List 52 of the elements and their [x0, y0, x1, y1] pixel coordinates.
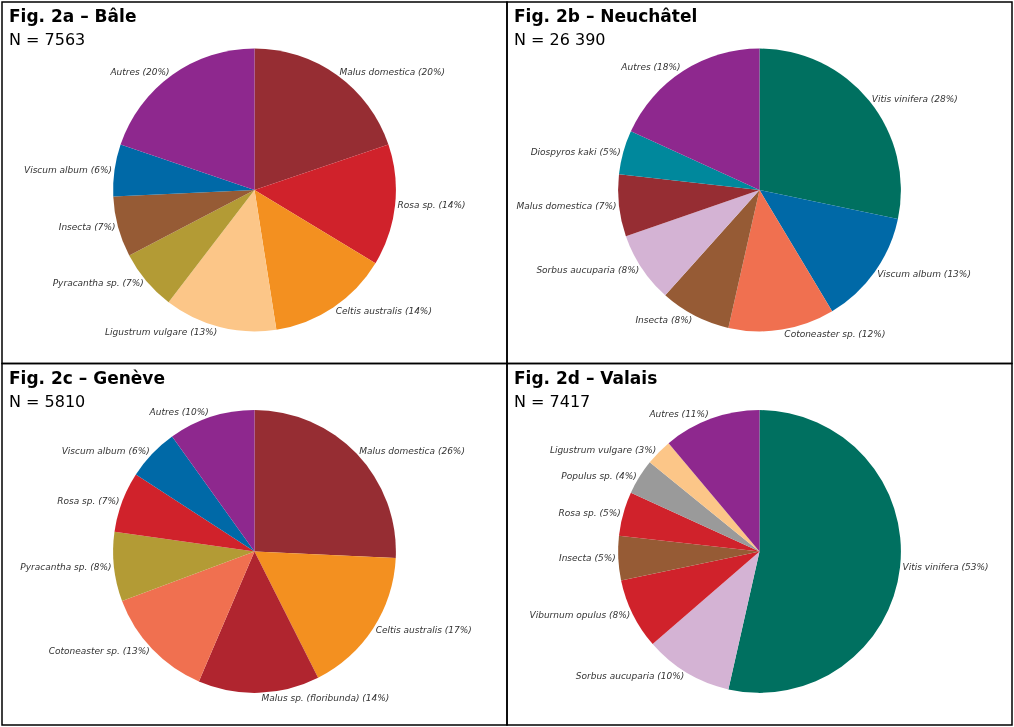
chart-title: Fig. 2d – Valais: [514, 368, 658, 388]
slice-label: Insecta (5%): [559, 553, 616, 564]
pie-slice: [113, 531, 255, 601]
slice-label: Celtis australis (14%): [335, 305, 432, 316]
pie-slice: [728, 410, 901, 693]
slice-label: Malus domestica (7%): [516, 200, 617, 211]
slice-label: Sorbus aucuparia (10%): [575, 671, 685, 682]
slice-label: Malus domestica (26%): [359, 446, 465, 457]
slice-label: Pyracantha sp. (8%): [20, 561, 112, 572]
slice-label: Viscum album (6%): [61, 446, 150, 457]
chart-subtitle: N = 7417: [514, 392, 591, 411]
chart-title: Fig. 2b – Neuchâtel: [514, 6, 698, 26]
slice-label: Vitis vinifera (28%): [871, 93, 958, 104]
slice-label: Sorbus aucuparia (8%): [536, 264, 640, 275]
slice-label: Rosa sp. (5%): [558, 508, 621, 519]
pie-slice: [618, 535, 760, 581]
chart-subtitle: N = 26 390: [514, 30, 606, 49]
slice-label: Rosa sp. (14%): [397, 200, 466, 211]
slice-label: Cotoneaster sp. (13%): [48, 646, 150, 657]
slice-label: Autres (10%): [148, 407, 209, 418]
slice-label: Autres (11%): [648, 409, 709, 420]
slice-label: Cotoneaster sp. (12%): [784, 329, 886, 340]
slice-label: Autres (18%): [620, 62, 681, 73]
slice-label: Malus sp. (floribunda) (14%): [261, 692, 390, 703]
pie-slice: [254, 144, 396, 264]
slice-label: Vitis vinifera (53%): [902, 562, 989, 573]
slice-label: Insecta (8%): [635, 314, 693, 325]
chart-title: Fig. 2c – Genève: [9, 368, 165, 388]
pie-slice: [728, 189, 833, 332]
pie-slice: [122, 551, 255, 682]
pie-slice: [113, 189, 255, 256]
pie-slice: [652, 551, 760, 690]
slice-label: Rosa sp. (7%): [57, 496, 120, 507]
slice-label: Viscum album (6%): [23, 165, 112, 176]
slice-label: Diospyros kaki (5%): [530, 146, 621, 157]
slice-label: Celtis australis (17%): [375, 624, 472, 635]
slice-label: Pyracantha sp. (7%): [52, 278, 144, 289]
pie-slice: [113, 144, 255, 197]
slice-label: Viscum album (13%): [877, 268, 971, 279]
slice-label: Malus domestica (20%): [339, 66, 446, 77]
slice-label: Ligustrum vulgare (3%): [549, 444, 657, 455]
slice-label: Populus sp. (4%): [561, 470, 637, 481]
chart-title: Fig. 2a – Bâle: [9, 6, 137, 26]
pie-slice: [198, 551, 319, 693]
pie-slice: [618, 131, 760, 190]
pie-slice: [618, 174, 760, 237]
chart-subtitle: N = 7563: [9, 30, 86, 49]
slice-label: Autres (20%): [109, 66, 170, 77]
slice-label: Ligustrum vulgare (13%): [105, 326, 218, 337]
slice-label: Viburnum opulus (8%): [529, 610, 631, 621]
slice-label: Insecta (7%): [58, 222, 116, 233]
chart-subtitle: N = 5810: [9, 392, 86, 411]
